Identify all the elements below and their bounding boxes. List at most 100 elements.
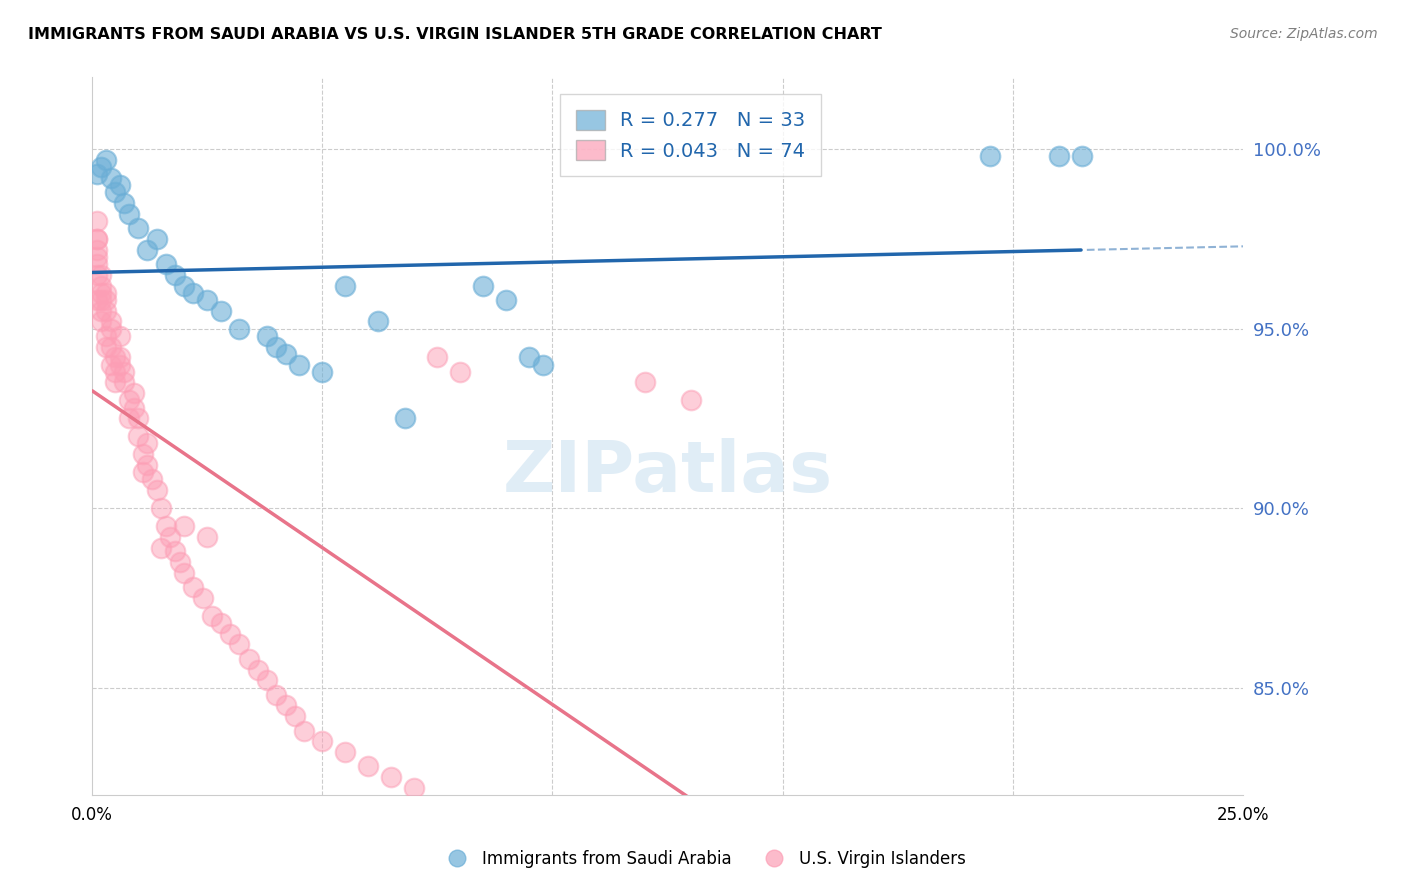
Point [335,278,357,293]
Point [472,278,495,293]
Legend: R = 0.277   N = 33, R = 0.043   N = 74: R = 0.277 N = 33, R = 0.043 N = 74 [560,95,821,177]
Point [90,303,112,318]
Point [150,501,173,516]
Point [145,232,167,246]
Point [112,196,135,211]
Point [118,411,141,425]
Text: 25.0%: 25.0% [1216,806,1270,824]
Point [100,314,122,328]
Point [519,351,541,365]
Point [90,160,112,174]
Point [86,232,108,246]
Point [118,207,141,221]
Point [163,544,186,558]
Point [159,530,181,544]
Point [118,393,141,408]
Point [311,365,333,379]
Text: IMMIGRANTS FROM SAUDI ARABIA VS U.S. VIRGIN ISLANDER 5TH GRADE CORRELATION CHART: IMMIGRANTS FROM SAUDI ARABIA VS U.S. VIR… [28,27,882,42]
Point [141,472,163,486]
Point [531,358,554,372]
Point [94,328,117,343]
Point [426,351,449,365]
Point [1047,149,1070,163]
Point [145,483,167,497]
Point [169,555,191,569]
Point [209,615,232,630]
Point [100,340,122,354]
Point [94,285,117,300]
Point [100,321,122,335]
Point [274,347,297,361]
Point [86,268,108,282]
Point [104,365,127,379]
Point [367,314,389,328]
Point [100,170,122,185]
Point [112,365,135,379]
Point [163,268,186,282]
Point [449,365,471,379]
Point [90,293,112,307]
Point [136,436,159,450]
Point [266,688,288,702]
Point [86,232,108,246]
Point [195,530,218,544]
Point [108,178,131,193]
Point [335,745,357,759]
Point [100,358,122,372]
Point [104,351,127,365]
Point [201,608,224,623]
Point [173,566,195,580]
Point [191,591,214,605]
Point [394,411,416,425]
Point [108,328,131,343]
Point [173,519,195,533]
Point [86,243,108,257]
Point [104,376,127,390]
Point [288,358,311,372]
Point [238,652,260,666]
Point [311,734,333,748]
Point [122,401,145,415]
Point [108,351,131,365]
Text: Source: ZipAtlas.com: Source: ZipAtlas.com [1230,27,1378,41]
Point [94,340,117,354]
Point [173,278,195,293]
Point [256,328,278,343]
Point [90,278,112,293]
Point [132,447,155,461]
Point [256,673,278,688]
Point [183,580,205,594]
Point [86,293,108,307]
Point [112,376,135,390]
Point [228,321,250,335]
Point [108,358,131,372]
Text: ZIPatlas: ZIPatlas [502,438,832,507]
Point [127,221,149,235]
Point [104,186,127,200]
Point [127,429,149,443]
Point [90,314,112,328]
Point [86,167,108,181]
Point [94,303,117,318]
Point [495,293,517,307]
Point [292,723,315,738]
Point [94,293,117,307]
Point [979,149,1001,163]
Point [380,770,402,784]
Text: 0.0%: 0.0% [72,806,112,824]
Point [679,393,702,408]
Point [86,214,108,228]
Point [94,153,117,167]
Point [633,376,655,390]
Point [183,285,205,300]
Point [155,257,177,271]
Legend: Immigrants from Saudi Arabia, U.S. Virgin Islanders: Immigrants from Saudi Arabia, U.S. Virgi… [434,844,972,875]
Point [136,243,159,257]
Point [132,465,155,479]
Point [284,709,307,723]
Point [246,663,269,677]
Point [90,285,112,300]
Point [150,541,173,555]
Point [195,293,218,307]
Point [86,257,108,271]
